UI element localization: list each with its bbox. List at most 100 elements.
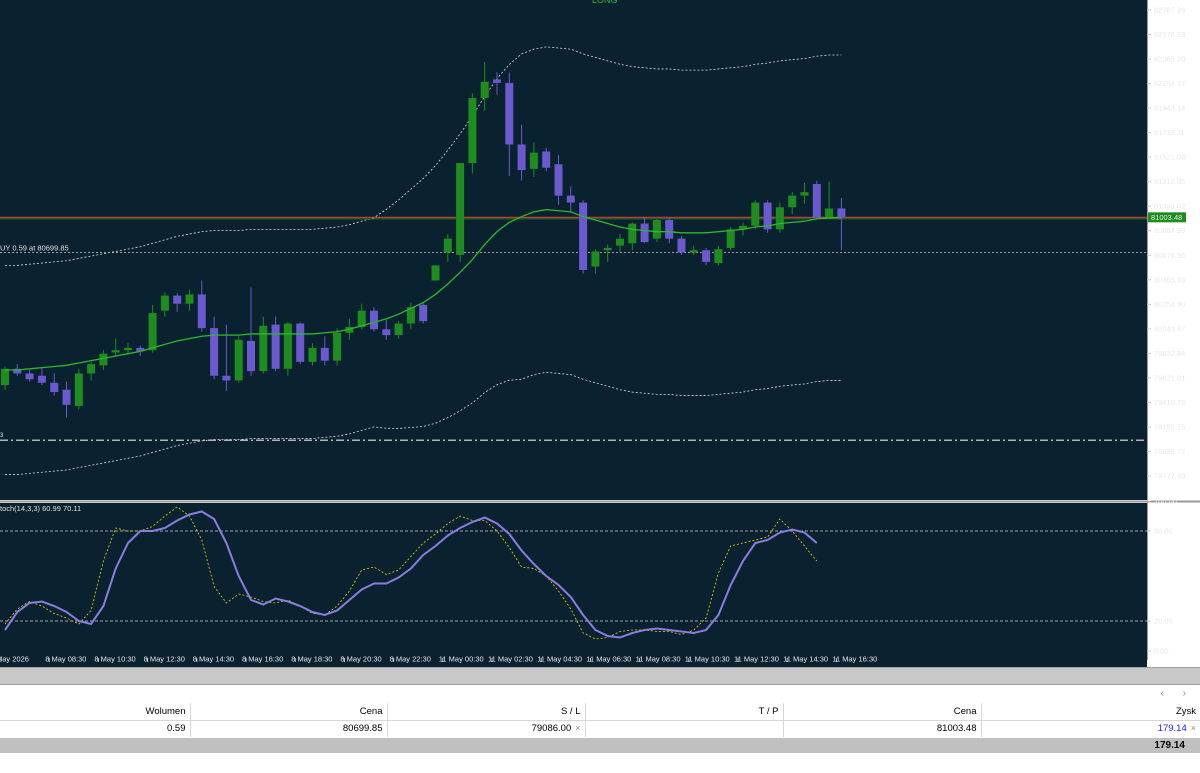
- stoch-axis-label: 80.00: [1154, 527, 1173, 536]
- buy-order-label: UY 0.59 at 80699.85: [0, 244, 69, 253]
- candle: [419, 302, 428, 324]
- candle-body: [382, 329, 391, 336]
- time-axis-label: 11 May 04:30: [537, 655, 582, 664]
- candle-body: [271, 324, 280, 369]
- candle: [160, 292, 169, 317]
- candle: [234, 336, 243, 383]
- time-axis-label: 11 May 10:30: [685, 655, 730, 664]
- candle: [677, 236, 686, 255]
- total-profit: 179.14: [0, 738, 1200, 753]
- stoch-main-line: [4, 510, 818, 639]
- candle: [542, 147, 551, 172]
- time-axis-label: 11 May 12:30: [734, 655, 779, 664]
- candle: [283, 322, 292, 376]
- candle-body: [542, 151, 551, 168]
- candle: [124, 343, 132, 355]
- candle-body: [788, 195, 797, 208]
- candle-body: [517, 144, 526, 171]
- candle-body: [160, 295, 169, 311]
- candle-body: [468, 98, 477, 164]
- price-axis-label: 80676.96: [1154, 251, 1185, 260]
- candle-body: [825, 208, 834, 218]
- candle-body: [726, 229, 735, 248]
- candle: [579, 200, 588, 274]
- time-axis-label: 8 May 22:30: [390, 655, 431, 664]
- price-axis-label: 79410.78: [1154, 398, 1185, 407]
- candle: [87, 361, 96, 381]
- price-axis-label: 82365.20: [1154, 55, 1185, 64]
- price-axis-label: 78777.69: [1154, 472, 1185, 481]
- candle-body: [74, 373, 83, 406]
- price-axis-label: 81943.14: [1154, 104, 1185, 113]
- cell-current-price: 81003.48: [783, 720, 982, 737]
- price-axis-label: 81521.08: [1154, 153, 1185, 162]
- candle: [173, 293, 182, 312]
- candle: [99, 350, 108, 370]
- candle: [800, 182, 809, 204]
- candle-body: [456, 163, 465, 255]
- remove-sl-icon[interactable]: ×: [575, 723, 581, 734]
- candle: [751, 200, 760, 230]
- main-chart-background: [0, 0, 1147, 500]
- candle-body: [628, 223, 637, 244]
- candle-body: [357, 310, 366, 327]
- cell-sl[interactable]: 79086.00 ×: [387, 720, 586, 737]
- candle-body: [616, 238, 624, 246]
- time-axis-label: 8 May 18:30: [291, 655, 332, 664]
- close-position-icon[interactable]: ×: [1190, 723, 1196, 734]
- candle: [50, 373, 59, 396]
- column-header-sl[interactable]: S / L: [387, 703, 586, 721]
- candle-body: [579, 202, 588, 271]
- candle: [394, 321, 403, 339]
- candle-body: [591, 251, 600, 267]
- candle: [357, 303, 366, 330]
- toolbox-header-bar: [0, 667, 1200, 685]
- candle: [406, 302, 415, 330]
- time-axis-label: 8 May 14:30: [193, 655, 234, 664]
- current-price-tag: 81003.48: [1151, 213, 1182, 222]
- candle-body: [247, 340, 255, 372]
- candle: [603, 244, 612, 262]
- toolbox-panel: ‹ › Wolumen Cena S / L T / P Cena Zysk 0…: [0, 667, 1200, 773]
- candle-body: [603, 247, 612, 251]
- column-header-profit[interactable]: Zysk: [981, 703, 1200, 721]
- chart-area[interactable]: 82787.26 82576.23 82365.20 82154.17 81943.14…: [0, 0, 1200, 667]
- candle: [689, 245, 698, 255]
- candle: [714, 245, 723, 266]
- cell-tp[interactable]: [585, 720, 784, 737]
- price-chart[interactable]: 82787.26 82576.23 82365.20 82154.17 81943.14…: [0, 0, 1200, 667]
- candle: [702, 247, 711, 266]
- candle-body: [370, 310, 378, 330]
- candle-body: [505, 82, 514, 145]
- candle-body: [480, 81, 489, 99]
- candle-body: [222, 375, 231, 381]
- candle: [431, 265, 440, 281]
- table-row[interactable]: 0.59 80699.85 79086.00 × 81003.48 179.14 ×: [0, 720, 1200, 737]
- column-header-current-price[interactable]: Cena: [783, 703, 982, 721]
- column-header-volume[interactable]: Wolumen: [0, 703, 191, 721]
- candle: [788, 192, 797, 215]
- candle-body: [210, 328, 219, 376]
- candle: [271, 316, 280, 372]
- candle: [308, 343, 317, 366]
- candle-body: [124, 347, 132, 351]
- column-header-tp[interactable]: T / P: [585, 703, 784, 721]
- candle: [197, 280, 206, 332]
- column-header-price[interactable]: Cena: [190, 703, 388, 721]
- candle: [370, 307, 378, 332]
- toolbox-scroll-arrows[interactable]: ‹ ›: [1160, 688, 1194, 699]
- candle: [210, 316, 219, 380]
- stoch-axis-label: 20.00: [1154, 617, 1173, 626]
- candle-body: [419, 304, 428, 322]
- candle-body: [800, 192, 809, 196]
- time-axis-label: 8 May 08:30: [45, 655, 86, 664]
- candle: [554, 154, 563, 205]
- upper-envelope-band: [5, 46, 842, 266]
- candle: [616, 233, 624, 253]
- candle: [505, 72, 514, 176]
- stoch-axis-label: 100.00: [1154, 497, 1177, 506]
- cell-price: 80699.85: [190, 720, 388, 737]
- candle: [74, 368, 83, 410]
- candle-body: [320, 347, 329, 361]
- candle: [825, 181, 834, 219]
